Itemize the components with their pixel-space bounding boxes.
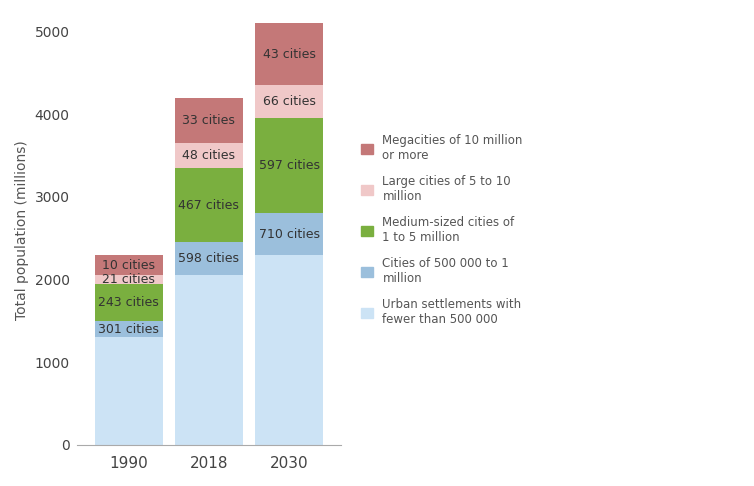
Bar bbox=[95, 276, 163, 284]
Text: 598 cities: 598 cities bbox=[179, 252, 240, 265]
Bar bbox=[95, 284, 163, 321]
Bar bbox=[255, 255, 323, 445]
Bar bbox=[255, 118, 323, 213]
Text: 243 cities: 243 cities bbox=[98, 296, 159, 309]
Bar bbox=[255, 213, 323, 255]
Bar bbox=[175, 168, 243, 243]
Text: 48 cities: 48 cities bbox=[182, 149, 235, 162]
Text: 467 cities: 467 cities bbox=[179, 199, 239, 211]
Text: 43 cities: 43 cities bbox=[262, 48, 315, 61]
Text: 33 cities: 33 cities bbox=[182, 114, 235, 127]
Text: 597 cities: 597 cities bbox=[259, 159, 320, 173]
Bar bbox=[95, 321, 163, 337]
Bar bbox=[175, 143, 243, 168]
Bar bbox=[255, 85, 323, 118]
Legend: Megacities of 10 million
or more, Large cities of 5 to 10
million, Medium-sized : Megacities of 10 million or more, Large … bbox=[357, 130, 526, 330]
Bar bbox=[175, 276, 243, 445]
Bar bbox=[95, 337, 163, 445]
Text: 66 cities: 66 cities bbox=[262, 95, 315, 108]
Bar bbox=[95, 255, 163, 276]
Text: 10 cities: 10 cities bbox=[103, 259, 155, 272]
Text: 301 cities: 301 cities bbox=[98, 323, 159, 336]
Text: 710 cities: 710 cities bbox=[259, 227, 320, 241]
Bar bbox=[175, 98, 243, 143]
Text: 21 cities: 21 cities bbox=[103, 273, 155, 286]
Y-axis label: Total population (millions): Total population (millions) bbox=[15, 140, 29, 320]
Bar bbox=[255, 23, 323, 85]
Bar bbox=[175, 243, 243, 276]
